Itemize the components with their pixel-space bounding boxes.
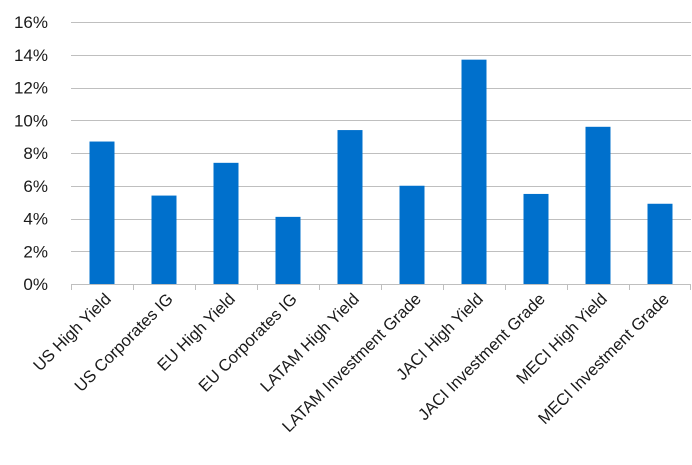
y-tick-label: 14% — [14, 46, 48, 65]
bar-8 — [523, 193, 549, 284]
bar-9 — [585, 126, 611, 284]
bar-10 — [647, 203, 673, 284]
y-tick-label: 0% — [23, 275, 48, 294]
y-axis: 0% 2% 4% 6% 8% 10% 12% 14% 16% — [14, 13, 48, 294]
y-tick-label: 6% — [23, 177, 48, 196]
y-tick-label: 12% — [14, 79, 48, 98]
y-tick-label: 10% — [14, 111, 48, 130]
bar-4 — [275, 216, 301, 284]
y-tick-label: 16% — [14, 13, 48, 32]
bar-1 — [89, 141, 115, 284]
y-tick-label: 2% — [23, 242, 48, 261]
bar-2 — [151, 195, 177, 284]
y-tick-label: 4% — [23, 210, 48, 229]
y-tick-label: 8% — [23, 144, 48, 163]
bars — [89, 59, 673, 284]
bar-5 — [337, 130, 363, 284]
bar-7 — [461, 59, 487, 284]
x-tick-label: MECI Investment Grade — [535, 290, 673, 428]
x-tick-label: JACI Investment Grade — [415, 290, 549, 424]
bar-6 — [399, 185, 425, 284]
bar-3 — [213, 162, 239, 284]
